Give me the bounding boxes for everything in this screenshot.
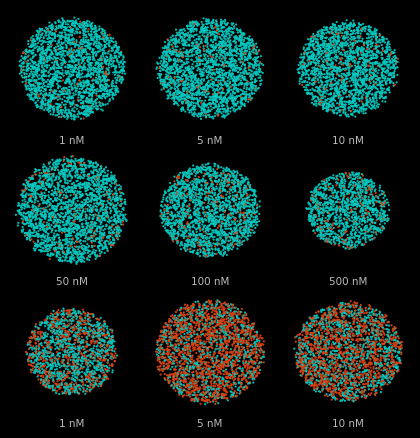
Text: 500 nM: 500 nM (329, 277, 368, 287)
Text: 10 nM: 10 nM (332, 419, 364, 429)
Text: 1 nM: 1 nM (59, 136, 84, 145)
Text: 10 nM: 10 nM (332, 136, 364, 145)
Text: 100 nM: 100 nM (191, 277, 229, 287)
Text: 1 nM: 1 nM (59, 419, 84, 429)
Text: 5 nM: 5 nM (197, 136, 223, 145)
Text: 50 nM: 50 nM (56, 277, 88, 287)
Text: 5 nM: 5 nM (197, 419, 223, 429)
